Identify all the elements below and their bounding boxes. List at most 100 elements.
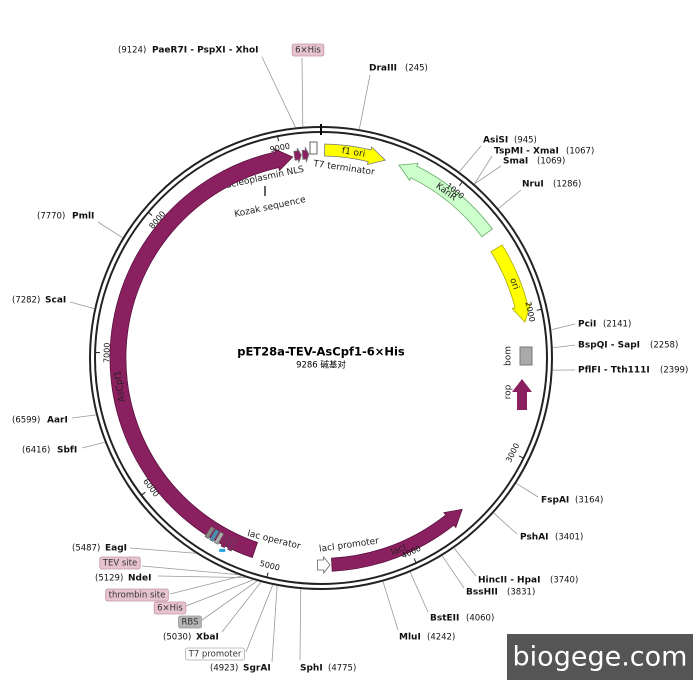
site-name: SphI bbox=[300, 664, 323, 674]
rop-arrow bbox=[512, 379, 532, 410]
site-name: PciI bbox=[578, 320, 596, 330]
site-name: MluI bbox=[399, 633, 421, 643]
leader-line bbox=[201, 580, 258, 621]
site-name: PmlI bbox=[72, 212, 94, 222]
feature-label: lacI promoter bbox=[319, 536, 380, 554]
site-name: BstEII bbox=[430, 614, 459, 624]
label-box bbox=[185, 647, 245, 661]
bom-mark bbox=[519, 346, 533, 366]
site-name: ScaI bbox=[45, 296, 66, 306]
site-name: XbaI bbox=[196, 633, 219, 643]
boxed-label: TEV site bbox=[102, 559, 137, 569]
site-position: (4242) bbox=[427, 633, 455, 643]
boxed-label: 6×His bbox=[295, 46, 321, 56]
site-position: (4923) bbox=[210, 664, 238, 674]
site-position: (6599) bbox=[12, 416, 40, 426]
rbs-part bbox=[219, 548, 226, 552]
scale-tick bbox=[266, 572, 269, 578]
site-name: NdeI bbox=[128, 574, 151, 584]
site-position: (9124) bbox=[118, 46, 146, 56]
site-position: (2258) bbox=[650, 341, 678, 351]
site-name: PshAI bbox=[520, 533, 549, 543]
leader-line bbox=[516, 482, 539, 498]
scale-label: 7000 bbox=[102, 343, 111, 364]
site-name: PflFI - Tth111I bbox=[578, 366, 650, 376]
site-position: (245) bbox=[405, 64, 428, 74]
scale-tick bbox=[277, 136, 280, 142]
feature-label: T7 terminator bbox=[312, 159, 376, 178]
site-position: (3831) bbox=[507, 588, 535, 598]
leader-line bbox=[498, 189, 522, 209]
site-position: (7770) bbox=[37, 212, 65, 222]
leader-line bbox=[552, 344, 576, 349]
site-name: AarI bbox=[47, 416, 68, 426]
leader-line bbox=[129, 547, 196, 554]
scale-tick bbox=[413, 558, 417, 564]
leader-line bbox=[358, 74, 371, 130]
leader-line bbox=[493, 512, 518, 535]
leader-line bbox=[261, 56, 296, 128]
site-name: HincII - HpaI bbox=[478, 576, 540, 586]
leader-line bbox=[474, 165, 502, 185]
leader-line bbox=[169, 575, 242, 595]
site-position: (3401) bbox=[555, 533, 583, 543]
leader-line bbox=[81, 441, 105, 449]
lac-operator-part bbox=[220, 535, 231, 549]
site-position: (2399) bbox=[660, 366, 688, 376]
site-name: SgrAI bbox=[243, 664, 271, 674]
site-name: FspAI bbox=[541, 496, 569, 506]
leader-line bbox=[301, 57, 304, 127]
site-position: (3164) bbox=[575, 496, 603, 506]
scale-tick bbox=[458, 181, 463, 187]
scale-label: 5000 bbox=[259, 559, 281, 573]
plasmid-title: pET28a-TEV-AsCpf1-6×His bbox=[237, 345, 405, 359]
site-position: (7282) bbox=[12, 296, 40, 306]
site-name: TspMI - XmaI bbox=[494, 147, 559, 157]
leader-line bbox=[453, 547, 477, 577]
feature-label: rop bbox=[504, 384, 514, 399]
feature-label: f1 ori bbox=[341, 146, 366, 160]
leader-line bbox=[221, 581, 262, 633]
site-position: (4060) bbox=[466, 614, 494, 624]
feature-label: Kozak sequence bbox=[234, 195, 308, 220]
t7-terminator-mark bbox=[309, 141, 318, 155]
lac-operator-part bbox=[227, 538, 237, 552]
site-name: SmaI bbox=[503, 157, 528, 167]
lac-operator-part bbox=[209, 528, 220, 542]
scale-tick bbox=[536, 308, 542, 311]
site-name: BssHII bbox=[466, 588, 498, 598]
leader-line bbox=[299, 589, 302, 661]
boxed-label: thrombin site bbox=[109, 591, 166, 601]
label-box bbox=[291, 43, 325, 57]
label-box bbox=[178, 615, 202, 629]
scale-label: 2000 bbox=[523, 301, 536, 323]
site-position: (3740) bbox=[550, 576, 578, 586]
laci-arrow bbox=[331, 508, 463, 572]
leader-line bbox=[382, 581, 399, 631]
site-name: EagI bbox=[105, 544, 127, 554]
site-position: (6416) bbox=[22, 446, 50, 456]
watermark-box bbox=[507, 634, 693, 680]
feature-label: bom bbox=[504, 346, 514, 366]
site-position: (5129) bbox=[95, 574, 123, 584]
leader-line bbox=[71, 414, 97, 419]
site-name: DraIII bbox=[369, 64, 397, 74]
kanr-arrow bbox=[398, 162, 493, 238]
leader-line bbox=[157, 575, 247, 579]
boxed-label: T7 promoter bbox=[188, 650, 242, 660]
site-position: (1286) bbox=[553, 180, 581, 190]
leader-line bbox=[97, 221, 123, 239]
leader-line bbox=[474, 155, 493, 185]
site-name: SbfI bbox=[57, 446, 77, 456]
leader-line bbox=[185, 579, 254, 607]
lac-operator-part bbox=[204, 526, 216, 540]
leader-line bbox=[441, 555, 465, 589]
ori-arrow bbox=[490, 244, 532, 323]
nls-arrow bbox=[293, 147, 302, 163]
boxed-label: 6×His bbox=[157, 604, 183, 614]
lac-operator-part bbox=[214, 531, 225, 545]
scale-label: 3000 bbox=[504, 442, 521, 464]
site-name: AsiSI bbox=[483, 136, 508, 146]
site-position: (945) bbox=[514, 136, 537, 146]
